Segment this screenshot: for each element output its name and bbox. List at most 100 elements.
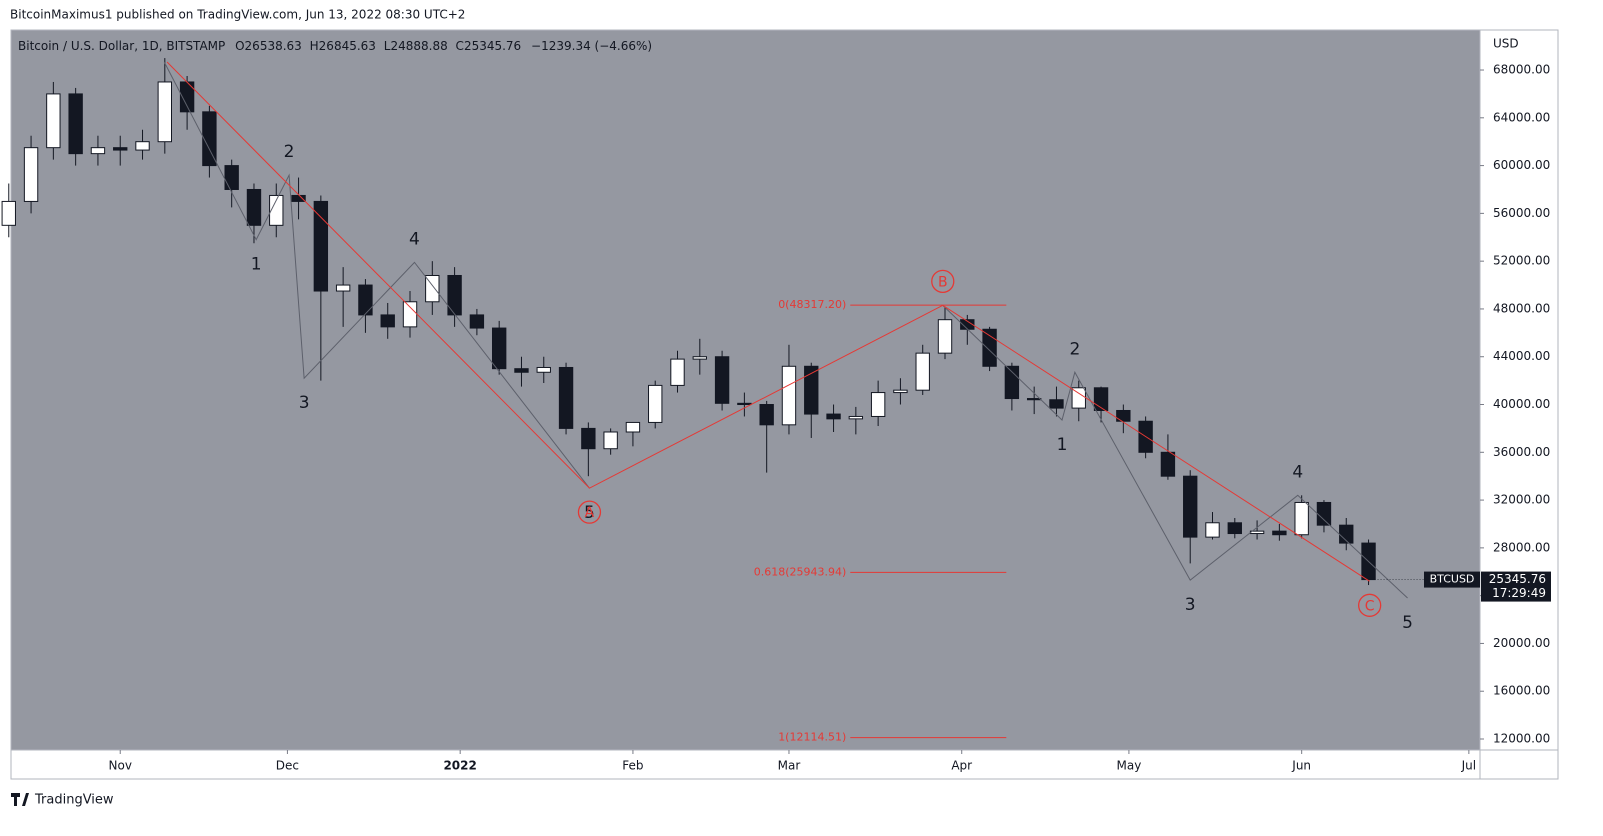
candle-body [781,365,797,426]
footer-text: TradingView [34,793,114,808]
y-tick-label: 52000.00 [1493,254,1550,268]
x-tick-label: Jul [1461,759,1476,773]
candle-body [937,319,953,354]
published-note: BitcoinMaximus1 published on TradingView… [10,8,465,22]
plot-background [11,30,1480,750]
candle-body [469,314,485,329]
wave-label: 5 [1402,613,1413,633]
x-tick-label: Jun [1291,759,1311,773]
x-tick-label: 2022 [443,759,476,773]
candle-body [558,366,574,429]
candle-body [46,93,61,149]
candle-body [670,358,685,386]
wave-label: 5 [584,503,595,523]
wave-circle [577,500,602,524]
ohlc-label: O [235,39,244,53]
candle-body [1116,409,1131,422]
ohlc-label: L [384,39,391,53]
fib-label: 0.618(25943.94) [754,565,847,578]
y-tick-label: 28000.00 [1493,540,1550,554]
y-tick-label: 16000.00 [1493,684,1550,698]
wave-label: 4 [1292,462,1303,482]
chart-frame [10,29,1559,780]
y-tick-label: 60000.00 [1493,158,1550,172]
x-tick-label: Dec [276,759,299,773]
y-tick-label: 56000.00 [1493,206,1550,220]
ohlc-value: 26845.63 [319,39,376,53]
y-tick-label: 44000.00 [1493,349,1550,363]
candle-body [113,147,128,151]
candle-body [447,274,462,316]
wave-label: 3 [299,393,310,413]
candle-body [402,301,418,328]
candle-body [1160,451,1176,477]
plot-area: 0(48317.20) 0.618(25943.94) 1(12114.51) 1 2 3… [1,58,1413,744]
header: Bitcoin / U.S. Dollar, 1D, BITSTAMP O265… [18,39,652,53]
candle-body [335,284,351,292]
ohlc-label: H [310,39,319,53]
x-tick-label: Nov [109,759,132,773]
y-tick-label: 48000.00 [1493,301,1550,315]
candle-body [1049,399,1064,409]
last-price-label: 25345.76 [1489,572,1546,586]
wave-label: 2 [1069,339,1080,359]
x-tick-label: Feb [622,759,643,773]
candle-body [1093,387,1109,411]
candle-body [1316,501,1332,526]
candle-body [870,392,886,417]
candle-body [603,431,618,450]
wave-line [163,61,590,489]
footer-logo: TradingView [11,793,114,808]
candle-body [135,141,150,151]
wave-label: 1 [1057,435,1068,455]
candle-body [826,413,841,420]
y-tick-label: 32000.00 [1493,493,1550,507]
y-tick-label: 12000.00 [1493,732,1550,746]
candle-body [737,402,752,406]
wave-label: 3 [1185,595,1196,615]
x-tick-label: Apr [951,759,972,773]
wave-label: A [585,505,595,521]
price-tag [1481,571,1551,602]
candle-body [692,356,707,360]
candle-body [157,81,172,143]
ohlc-value: 26538.63 [245,39,302,53]
x-tick-label: May [1117,759,1142,773]
candle-body [893,389,908,394]
candle-body [1272,530,1287,536]
y-tick-label: 68000.00 [1493,63,1550,77]
candle-body [714,356,730,404]
candle-body [246,188,262,226]
candle-body [514,368,529,373]
fib-label: 0(48317.20) [778,298,846,311]
candle-body [982,328,997,367]
y-tick-label: 40000.00 [1493,397,1550,411]
candle-body [625,421,641,433]
wave-line [942,305,1408,599]
y-tick-label: 64000.00 [1493,110,1550,124]
candle-body [759,404,774,426]
candle-body [224,165,239,190]
candle-body [915,352,930,391]
candle-body [23,147,39,202]
candle-body [848,415,864,420]
candle-body [358,284,373,316]
ohlc-label: C [456,39,464,53]
candle-body [1227,522,1242,535]
wave-label: 4 [409,229,420,249]
currency-label: USD [1493,37,1519,51]
candle-body [536,366,551,373]
wave-label: B [938,274,948,290]
candle-body [313,200,329,292]
candle-body [202,111,217,167]
candle-body [491,327,507,370]
ohlc-value: 24888.88 [390,39,447,53]
candle-body [1,200,16,226]
ohlc-value: 25345.76 [464,39,521,53]
wave-line [166,61,1370,582]
candle-body [1294,501,1309,536]
fib-label: 1(12114.51) [778,731,846,744]
candle-body [804,365,819,415]
candle-body [425,274,440,303]
y-tick-label: 20000.00 [1493,636,1550,650]
